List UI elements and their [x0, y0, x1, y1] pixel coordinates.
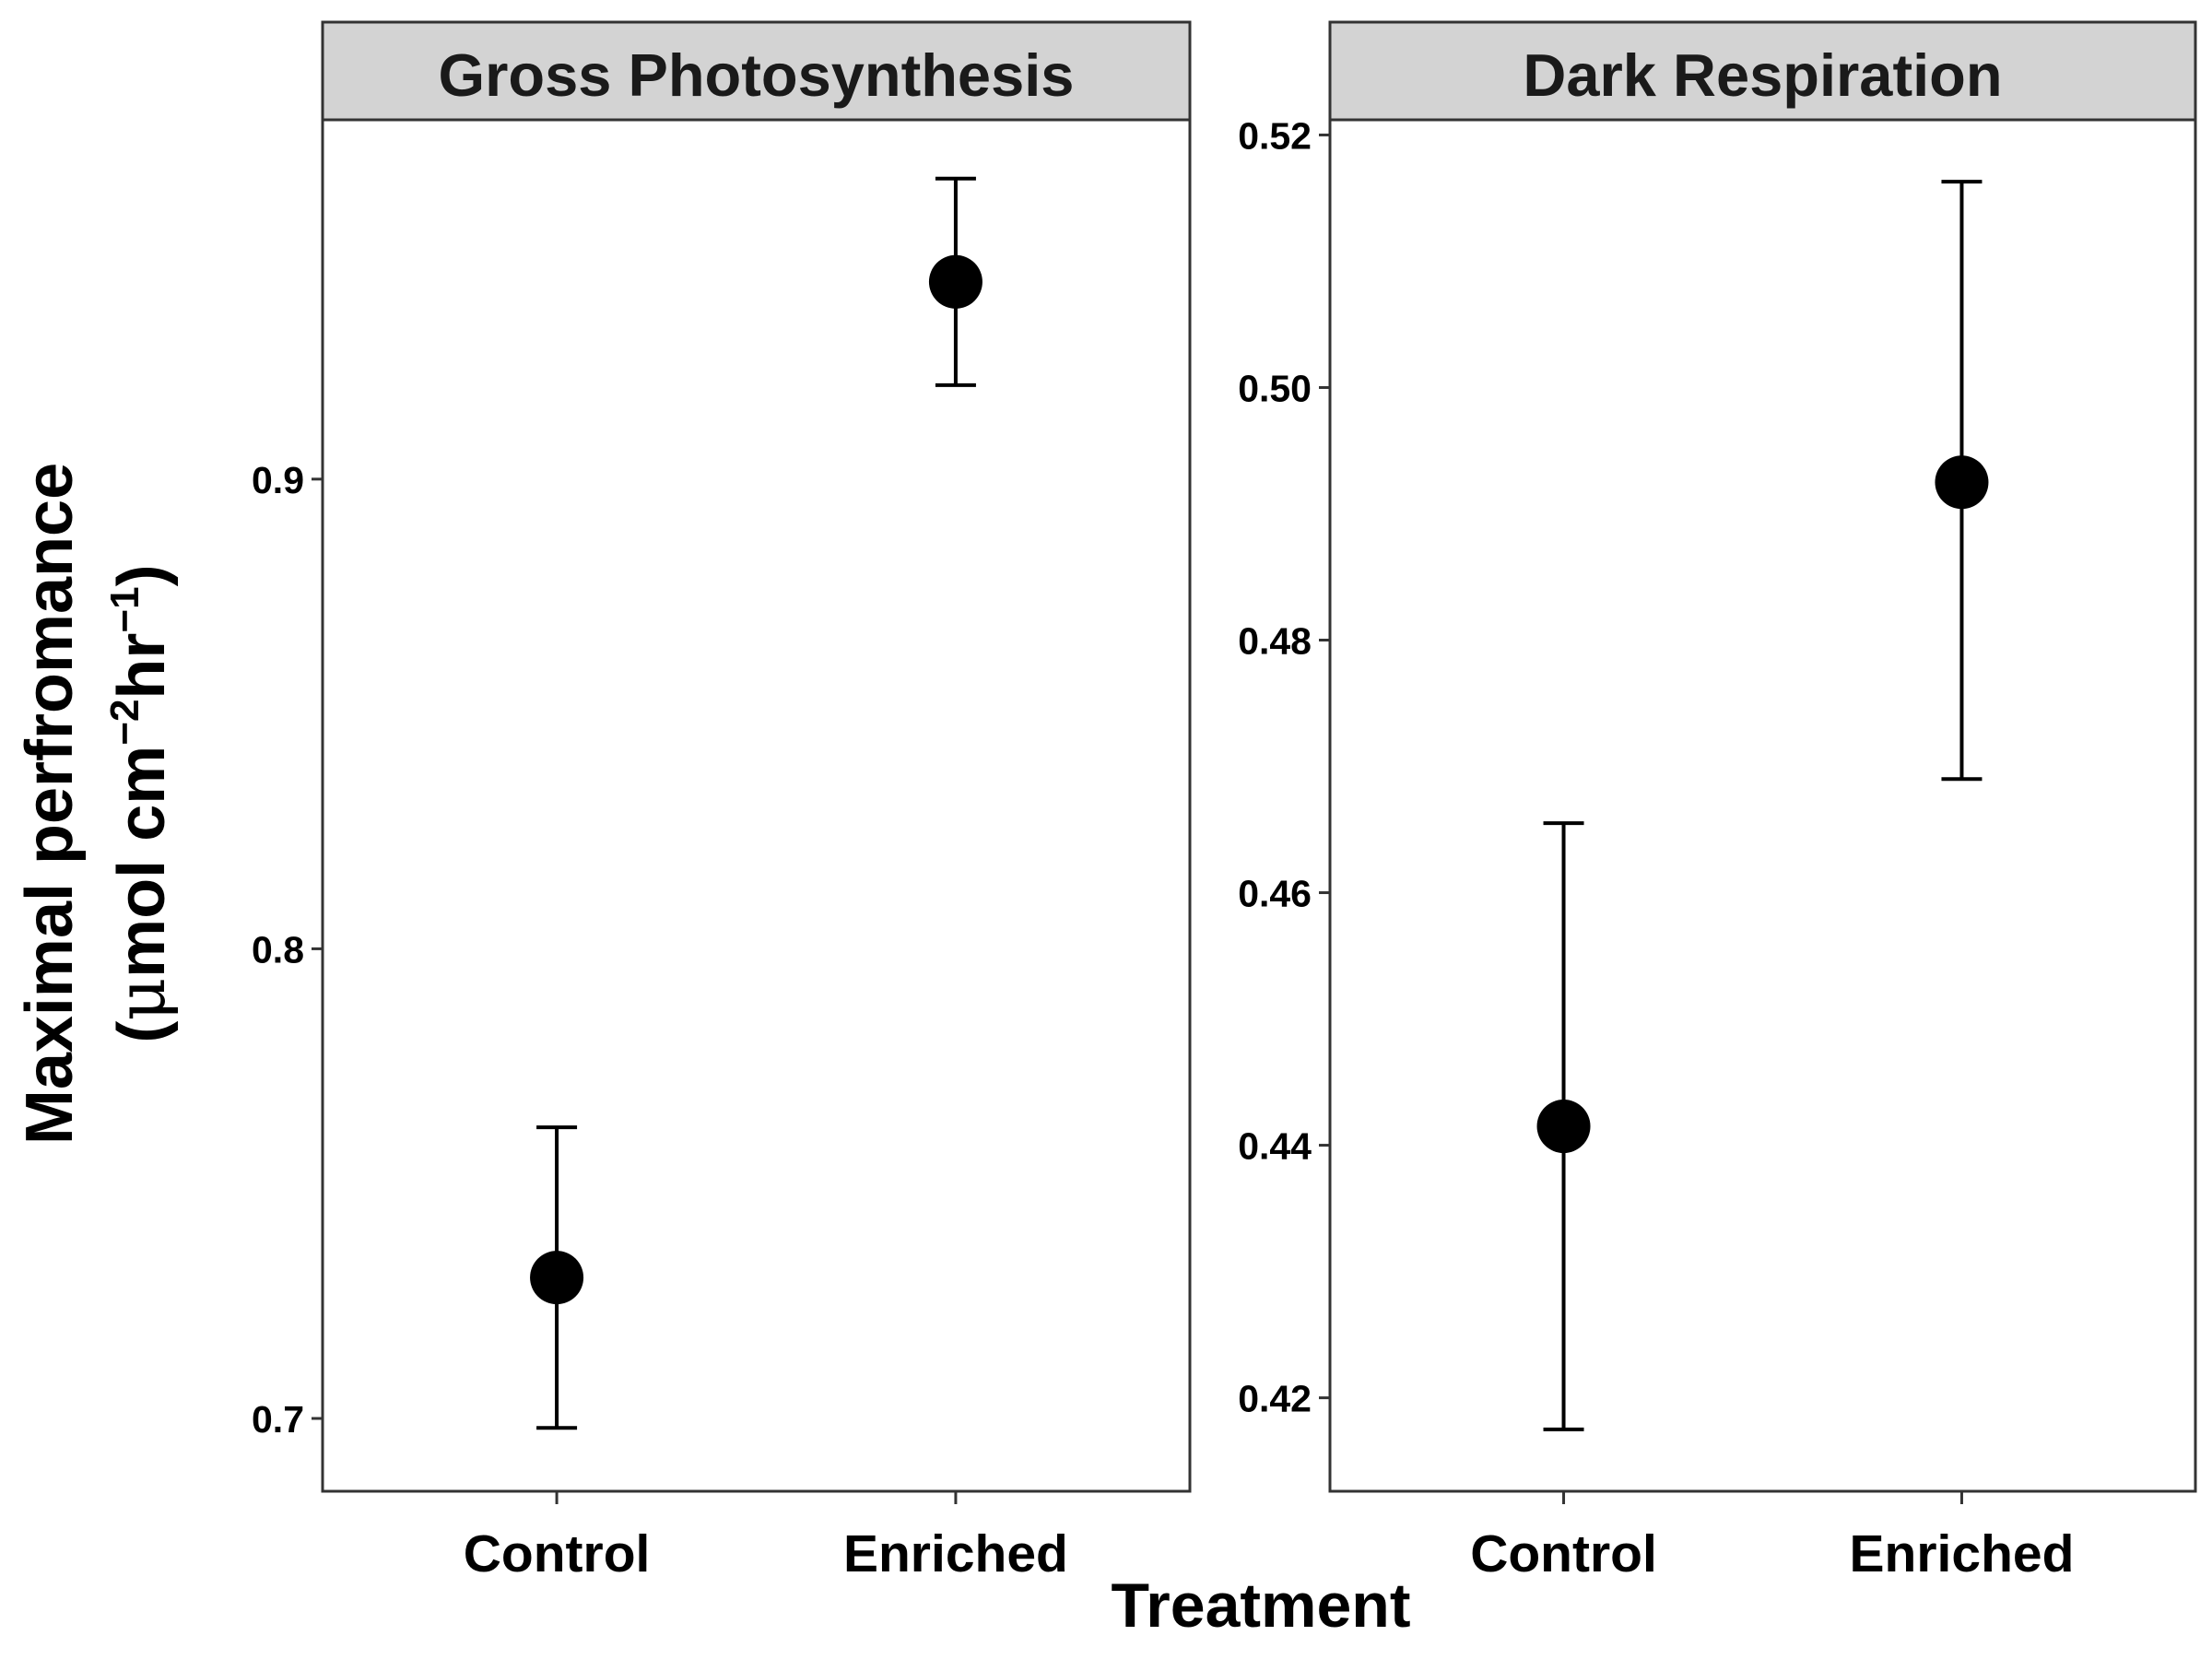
- y-tick-label: 0.7: [252, 1398, 304, 1441]
- panel-strip-title: Gross Photosynthesis: [439, 41, 1075, 109]
- y-axis-title-line2: (μmol cm−2hr−1): [102, 564, 180, 1042]
- data-point: [1536, 1100, 1591, 1154]
- panel-strip: [1328, 20, 2197, 122]
- y-axis-title-line1: Maximal perfromance: [13, 463, 87, 1145]
- data-point: [530, 1251, 584, 1305]
- panels: Gross Photosynthesis 0.7 0.8 0.9 Control Enri…: [252, 20, 2197, 1583]
- x-tick-label: Enriched: [843, 1524, 1068, 1583]
- y-tick-label: 0.9: [252, 459, 304, 501]
- y-tick-label: 0.46: [1238, 873, 1312, 915]
- y-tick-label: 0.50: [1238, 367, 1312, 409]
- y-axis-title: Maximal perfromance (μmol cm−2hr−1): [13, 463, 180, 1145]
- data-point: [928, 254, 982, 309]
- panel-2: Dark Respiration 0.42 0.44 0.46 0.48 0.50 0.52…: [1238, 20, 2197, 1583]
- y-tick-label: 0.48: [1238, 620, 1312, 663]
- y-tick-label: 0.44: [1238, 1125, 1312, 1168]
- panel-strip: [321, 20, 1192, 122]
- y-tick-label: 0.8: [252, 928, 304, 971]
- x-tick-label: Control: [1470, 1524, 1657, 1583]
- x-tick-label: Control: [464, 1524, 651, 1583]
- x-tick-label: Enriched: [1850, 1524, 2075, 1583]
- panel-1: Gross Photosynthesis 0.7 0.8 0.9 Control Enri…: [252, 20, 1192, 1583]
- y-tick-label: 0.42: [1238, 1378, 1312, 1420]
- panel-border: [321, 118, 1192, 1493]
- panel-strip-title: Dark Respiration: [1523, 41, 2002, 109]
- panel-border: [1328, 118, 2197, 1493]
- y-tick-label: 0.52: [1238, 114, 1312, 157]
- data-point: [1935, 455, 1989, 510]
- x-axis-title: Treatment: [1112, 1571, 1411, 1641]
